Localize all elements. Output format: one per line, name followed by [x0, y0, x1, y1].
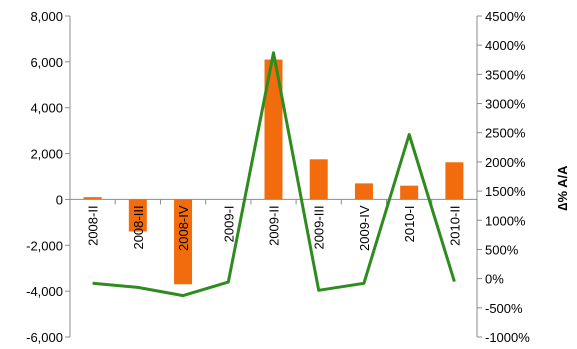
y-tick-label: 2,000	[30, 147, 63, 162]
x-tick-label: 2009-I	[221, 205, 236, 242]
bar-2009-IV	[354, 183, 373, 200]
x-tick-labels: 2008-II 2008-III 2008-IV 2009-I 2009-II 2009-…	[86, 205, 463, 251]
x-tick-label: 2010-I	[402, 205, 417, 242]
y2-tick-label: 3000%	[485, 97, 526, 112]
y2-tick-label: 1000%	[485, 213, 526, 228]
bar-2008-III	[128, 199, 147, 232]
y2-tick-label: -500%	[485, 301, 523, 316]
y-tick-label: 0	[56, 192, 63, 207]
y-tick-label: 4,000	[30, 101, 63, 116]
y-tick-label: -6,000	[26, 330, 63, 345]
y-tick-label: 6,000	[30, 55, 63, 70]
y-tick-label: -2,000	[26, 238, 63, 253]
axes: 8,000 6,000 4,000 2,000 0 -2,000 -4,000 -6,000 4…	[26, 9, 530, 345]
bar-2009-III	[309, 159, 328, 200]
x-tick-label: 2009-IV	[357, 205, 372, 251]
y2-tick-label: 2000%	[485, 155, 526, 170]
y2-axis-label: ∆% A/A	[555, 165, 570, 211]
bar-2010-II	[445, 162, 464, 200]
y2-tick-label: 500%	[485, 242, 519, 257]
y2-tick-label: 2500%	[485, 126, 526, 141]
x-tick-label: 2008-IV	[176, 205, 191, 251]
x-tick-label: 2009-II	[267, 205, 282, 245]
y2-tick-label: -1000%	[485, 330, 530, 345]
y-tick-label: -4,000	[26, 284, 63, 299]
y2-tick-label: 4000%	[485, 38, 526, 53]
bar-2009-II	[264, 59, 283, 200]
y2-tick-label: 3500%	[485, 67, 526, 82]
x-tick-label: 2009-III	[312, 205, 327, 249]
y2-tick-label: 0%	[485, 272, 504, 287]
y2-tick-label: 1500%	[485, 184, 526, 199]
y-tick-label: 8,000	[30, 9, 63, 24]
bar-series	[83, 59, 464, 285]
bar-2008-IV	[174, 199, 193, 285]
bar-2008-II	[83, 197, 102, 200]
x-tick-label: 2008-II	[86, 205, 101, 245]
line-series	[92, 51, 456, 298]
y2-tick-label: 4500%	[485, 9, 526, 24]
x-tick-label: 2010-II	[447, 205, 462, 245]
x-tick-label: 2008-III	[131, 205, 146, 249]
bar-2010-I	[400, 185, 419, 200]
